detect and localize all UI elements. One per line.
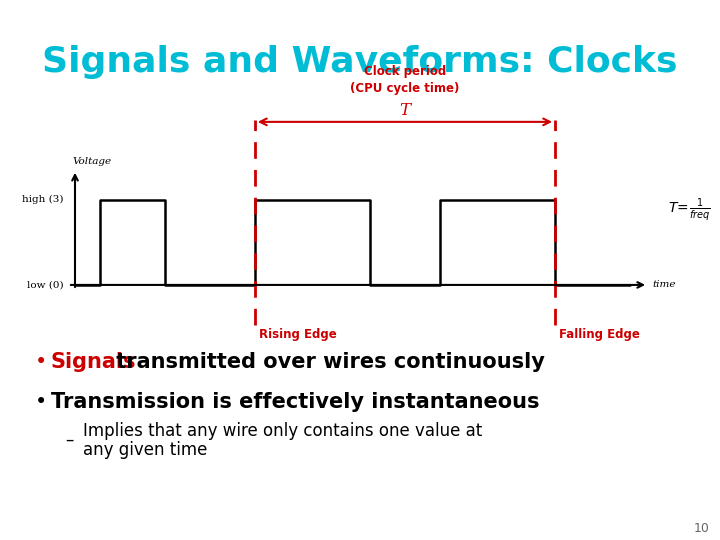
Text: low (0): low (0)	[27, 280, 64, 289]
Text: Implies that any wire only contains one value at: Implies that any wire only contains one …	[83, 422, 482, 440]
Text: transmitted over wires continuously: transmitted over wires continuously	[109, 352, 545, 372]
Text: high (3): high (3)	[22, 195, 64, 205]
Text: $T\!=\!\frac{1}{freq}$: $T\!=\!\frac{1}{freq}$	[668, 197, 711, 224]
Text: •: •	[35, 392, 48, 412]
Text: Transmission is effectively instantaneous: Transmission is effectively instantaneou…	[51, 392, 539, 412]
Text: Falling Edge: Falling Edge	[559, 328, 640, 341]
Text: Rising Edge: Rising Edge	[259, 328, 337, 341]
Text: any given time: any given time	[83, 441, 207, 459]
Text: Signals and Waveforms: Clocks: Signals and Waveforms: Clocks	[42, 45, 678, 79]
Text: –: –	[65, 431, 73, 449]
Text: CMPT 295: CMPT 295	[657, 8, 702, 17]
Text: Clock period
(CPU cycle time): Clock period (CPU cycle time)	[351, 65, 459, 95]
Text: L26:  Sequential Logic: L26: Sequential Logic	[310, 8, 410, 17]
Text: 10: 10	[694, 522, 710, 535]
Text: •: •	[35, 352, 48, 372]
Text: Signals: Signals	[51, 352, 137, 372]
Text: T: T	[400, 102, 410, 119]
Text: time: time	[652, 280, 675, 289]
Text: Voltage: Voltage	[72, 157, 111, 166]
